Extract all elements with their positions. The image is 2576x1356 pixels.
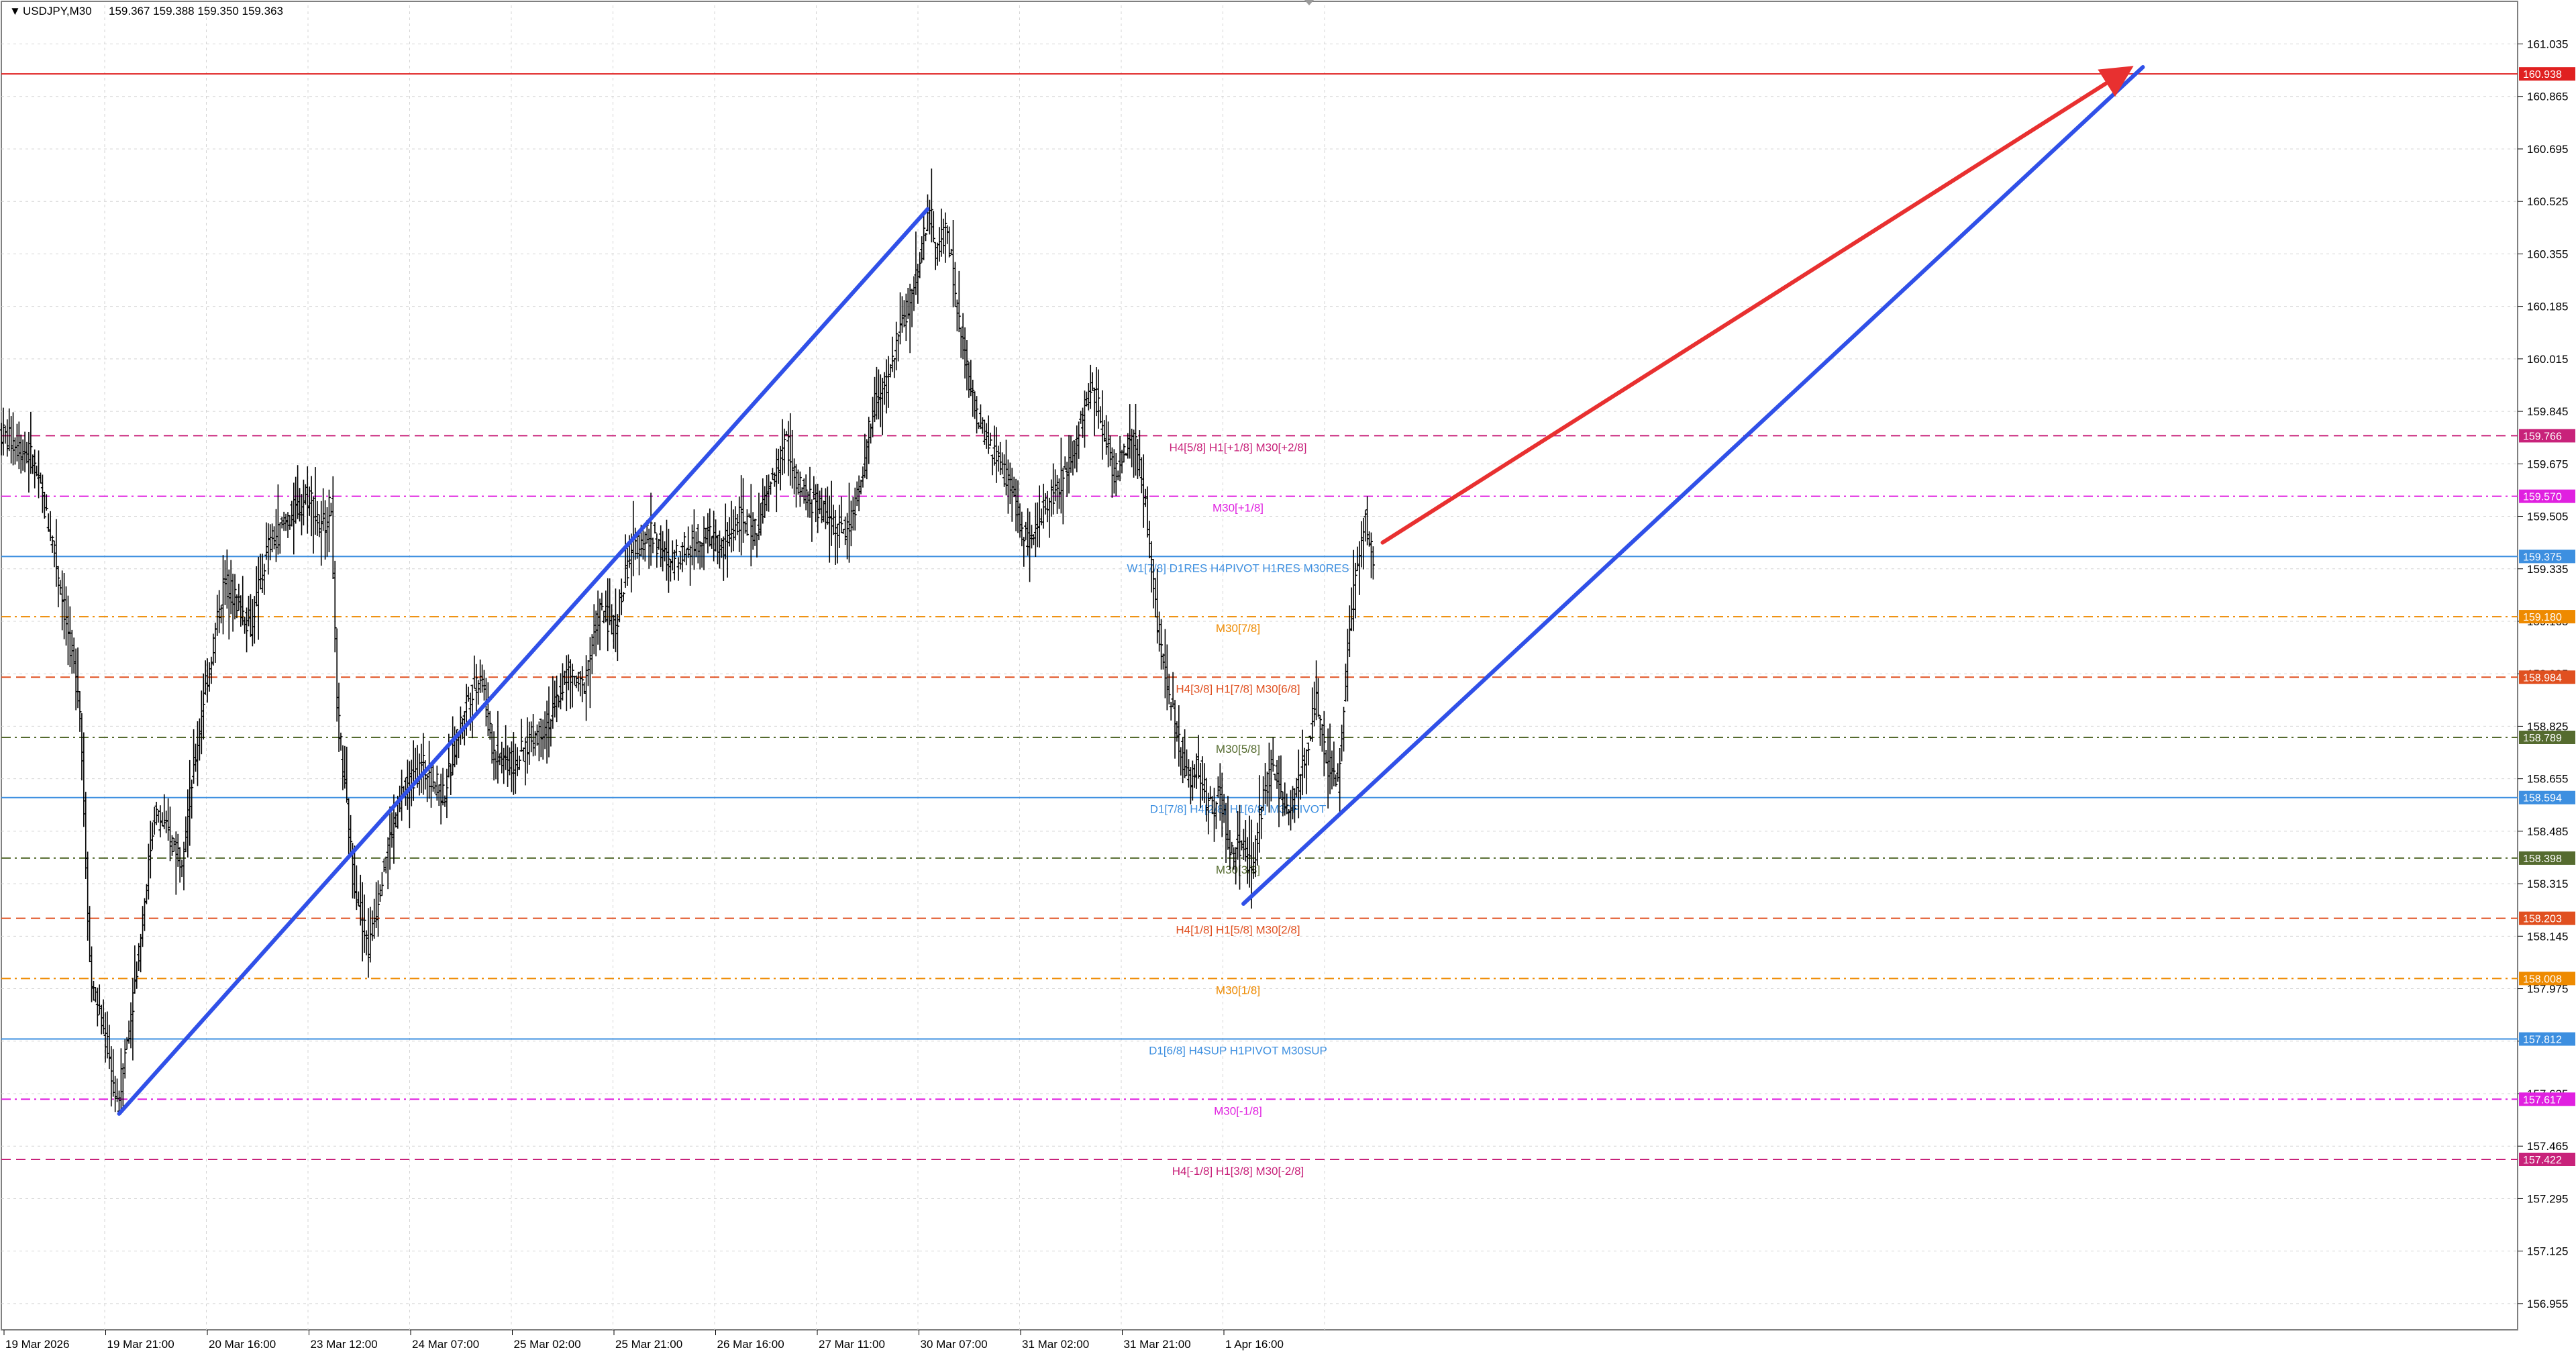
murrey-levels: H4[5/8] H1[+1/8] M30[+2/8] M30[+1/8] W1[7/… xyxy=(1,73,2518,1178)
y-tick-label: 157.125 xyxy=(2527,1245,2568,1258)
grid xyxy=(1,1,2518,1331)
price-tag-label: 160.938 xyxy=(2523,69,2562,81)
y-tick-label: 158.655 xyxy=(2527,773,2568,786)
level-label: M30[+1/8] xyxy=(1213,502,1264,515)
x-tick-label: 1 Apr 16:00 xyxy=(1225,1338,1284,1351)
chart-header: ▼ USDJPY,M30 159.367 159.388 159.350 159… xyxy=(9,5,283,17)
price-tag-label: 159.570 xyxy=(2523,492,2562,503)
price-tag xyxy=(2519,670,2575,684)
y-tick-label: 160.185 xyxy=(2527,301,2568,313)
price-tag xyxy=(2519,67,2575,81)
x-tick-label: 19 Mar 21:00 xyxy=(107,1338,174,1351)
price-tag-label: 157.617 xyxy=(2523,1094,2562,1106)
level-label: M30[7/8] xyxy=(1216,622,1260,635)
y-tick-label: 160.695 xyxy=(2527,143,2568,156)
price-tag-label: 158.594 xyxy=(2523,793,2562,804)
x-tick-label: 23 Mar 12:00 xyxy=(311,1338,378,1351)
price-tag xyxy=(2519,1153,2575,1167)
price-tag xyxy=(2519,972,2575,986)
plot-frame xyxy=(1,1,2518,1331)
y-tick-label: 160.015 xyxy=(2527,353,2568,366)
x-tick-label: 24 Mar 07:00 xyxy=(412,1338,479,1351)
x-tick-label: 19 Mar 2026 xyxy=(5,1338,69,1351)
price-tag xyxy=(2519,1032,2575,1046)
ohlc-readout: 159.367 159.388 159.350 159.363 xyxy=(109,5,283,17)
y-tick-label: 158.145 xyxy=(2527,930,2568,943)
y-tick-label: 160.525 xyxy=(2527,195,2568,208)
y-tick-label: 160.865 xyxy=(2527,91,2568,103)
price-tag-label: 158.984 xyxy=(2523,672,2562,684)
x-tick-label: 31 Mar 02:00 xyxy=(1022,1338,1089,1351)
price-tag xyxy=(2519,1092,2575,1106)
level-label: M30[-1/8] xyxy=(1214,1104,1262,1117)
level-label: D1[6/8] H4SUP H1PIVOT M30SUP xyxy=(1149,1045,1327,1057)
price-tag-label: 157.812 xyxy=(2523,1035,2562,1046)
y-tick-label: 157.465 xyxy=(2527,1140,2568,1153)
y-tick-label: 158.315 xyxy=(2527,878,2568,890)
axes: 161.035 160.865 160.695 160.525 160.355 160.1… xyxy=(3,0,2575,1351)
shift-marker xyxy=(1304,0,1314,5)
level-label: W1[7/8] D1RES H4PIVOT H1RES M30RES xyxy=(1127,562,1349,574)
price-tag-label: 158.203 xyxy=(2523,914,2562,925)
price-tag xyxy=(2519,550,2575,564)
y-tick-label: 159.675 xyxy=(2527,458,2568,470)
y-tick-label: 158.825 xyxy=(2527,720,2568,733)
price-tag-label: 158.008 xyxy=(2523,974,2562,985)
x-tick-label: 30 Mar 07:00 xyxy=(921,1338,988,1351)
x-tick-label: 25 Mar 21:00 xyxy=(615,1338,682,1351)
price-tag xyxy=(2519,489,2575,503)
up-channel-left[interactable] xyxy=(117,207,930,1116)
level-label: M30[5/8] xyxy=(1216,743,1260,755)
x-tick-label: 26 Mar 16:00 xyxy=(717,1338,784,1351)
level-label: H4[1/8] H1[5/8] M30[2/8] xyxy=(1176,924,1300,937)
header-arrow-icon[interactable]: ▼ xyxy=(9,5,21,17)
price-tag xyxy=(2519,911,2575,925)
level-label: H4[-1/8] H1[3/8] M30[-2/8] xyxy=(1172,1165,1304,1178)
y-tick-label: 159.335 xyxy=(2527,563,2568,576)
y-tick-label: 158.485 xyxy=(2527,825,2568,838)
trendlines[interactable] xyxy=(117,65,2145,1116)
y-tick-label: 157.975 xyxy=(2527,983,2568,996)
y-tick-label: 159.845 xyxy=(2527,405,2568,418)
x-tick-label: 25 Mar 02:00 xyxy=(514,1338,581,1351)
level-label: H4[3/8] H1[7/8] M30[6/8] xyxy=(1176,682,1300,695)
up-channel-right[interactable] xyxy=(1241,65,2145,906)
x-tick-label: 20 Mar 16:00 xyxy=(209,1338,276,1351)
price-tag xyxy=(2519,730,2575,744)
candles xyxy=(0,168,1375,1114)
level-label: H4[5/8] H1[+1/8] M30[+2/8] xyxy=(1169,441,1306,454)
y-tick-label: 157.295 xyxy=(2527,1192,2568,1205)
symbol-label: USDJPY,M30 xyxy=(23,5,92,17)
y-tick-label: 156.955 xyxy=(2527,1298,2568,1310)
target-arrow[interactable] xyxy=(1380,66,2134,545)
price-tag-label: 159.375 xyxy=(2523,552,2562,563)
price-tag-label: 158.398 xyxy=(2523,853,2562,865)
price-tag-label: 159.766 xyxy=(2523,431,2562,442)
y-tick-label: 160.355 xyxy=(2527,248,2568,260)
level-label: M30[1/8] xyxy=(1216,984,1260,996)
x-tick-label: 27 Mar 11:00 xyxy=(819,1338,885,1351)
price-tag xyxy=(2519,610,2575,624)
y-tick-label: 161.035 xyxy=(2527,38,2568,51)
price-tag-label: 157.422 xyxy=(2523,1155,2562,1166)
x-tick-label: 31 Mar 21:00 xyxy=(1124,1338,1191,1351)
price-tag xyxy=(2519,790,2575,804)
price-tag xyxy=(2519,851,2575,865)
price-tag xyxy=(2519,429,2575,443)
price-tag-label: 158.789 xyxy=(2523,733,2562,744)
y-tick-label: 159.505 xyxy=(2527,511,2568,523)
price-tag-label: 159.180 xyxy=(2523,612,2562,623)
level-label: D1[7/8] H4[2/8] H1[6/8] M30PIVOT xyxy=(1150,803,1327,816)
